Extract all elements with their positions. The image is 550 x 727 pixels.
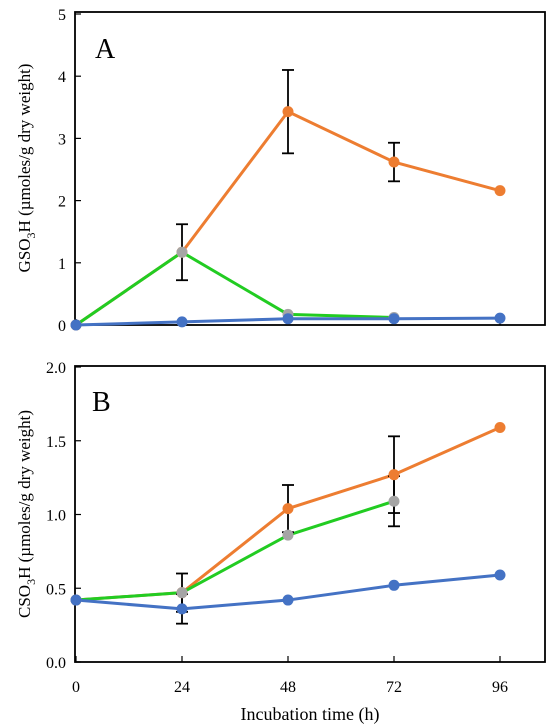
data-point-b-2-4: [494, 569, 506, 581]
data-point-a-2-3: [388, 313, 400, 325]
x-tick-label: 96: [492, 679, 508, 696]
data-point-b-0-3: [388, 469, 400, 481]
x-tick-label: 24: [174, 679, 190, 696]
panel-a: A GSO3H (µmoles/g dry weight) 0 1 2 3 4 5: [15, 7, 546, 335]
x-ticks: 0 24 48 72 96: [72, 679, 508, 696]
data-point-a-1-1: [176, 246, 188, 258]
data-point-a-2-0: [70, 319, 82, 331]
data-point-b-2-1: [176, 603, 188, 615]
y-tick-label-a: 0: [58, 318, 66, 335]
data-point-a-2-1: [176, 316, 188, 328]
data-point-b-2-2: [282, 594, 294, 606]
plot-frame-a: [74, 11, 546, 326]
series-layer-a: [70, 69, 506, 331]
data-point-b-0-2: [282, 503, 294, 515]
y-tick-label-b: 1.0: [46, 508, 66, 525]
x-tick-label: 72: [386, 679, 402, 696]
panel-b: B CSO3H (µmoles/g dry weight) 0.0 0.5 1.0 1…: [15, 360, 546, 672]
x-tick-label: 48: [280, 679, 296, 696]
data-point-a-0-2: [282, 106, 294, 118]
data-point-a-0-4: [494, 185, 506, 197]
series-line-b-1: [75, 499, 395, 602]
panel-letter-b: B: [92, 387, 111, 418]
data-point-a-0-3: [388, 156, 400, 168]
y-tick-label-a: 4: [58, 69, 66, 86]
series-layer-b: [70, 421, 506, 625]
y-tick-label-a: 3: [58, 131, 66, 148]
y-tick-label-b: 0.5: [46, 581, 66, 598]
data-point-b-2-0: [70, 594, 82, 606]
y-tick-label-b: 1.5: [46, 434, 66, 451]
y-tick-label-b: 0.0: [46, 655, 66, 672]
y-tick-label-a: 2: [58, 194, 66, 211]
x-tick-label: 0: [72, 679, 80, 696]
y-axis-label-b-subscript: 3: [24, 579, 38, 585]
panel-letter-a: A: [95, 34, 116, 65]
data-point-b-1-1: [176, 587, 188, 599]
data-point-a-2-2: [282, 313, 294, 325]
data-point-b-2-3: [388, 579, 400, 591]
y-tick-label-a: 1: [58, 256, 66, 273]
series-line-a-1: [75, 250, 395, 327]
data-point-b-1-2: [282, 529, 294, 541]
y-ticks-b: 0.0 0.5 1.0 1.5 2.0: [46, 360, 501, 672]
y-tick-label-b: 2.0: [46, 360, 66, 377]
y-tick-label-a: 5: [58, 7, 66, 24]
data-point-b-0-4: [494, 421, 506, 433]
data-point-a-2-4: [494, 312, 506, 324]
plot-frame-b: [74, 365, 546, 663]
y-axis-label-a-subscript: 3: [24, 232, 38, 238]
x-axis-label: Incubation time (h): [241, 704, 380, 725]
y-ticks-a: 0 1 2 3 4 5: [58, 7, 501, 335]
y-axis-label-a: GSO3H (µmoles/g dry weight): [15, 64, 38, 273]
data-point-b-1-3: [388, 495, 400, 507]
y-axis-label-b: CSO3H (µmoles/g dry weight): [15, 410, 38, 618]
